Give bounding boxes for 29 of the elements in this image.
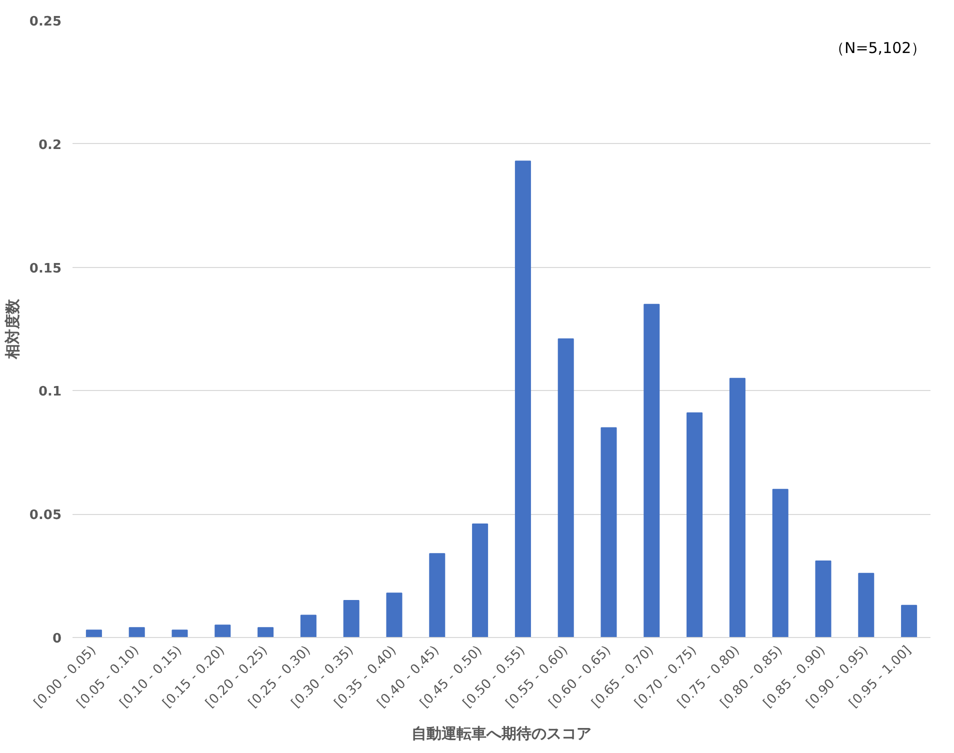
annotation: （N=5,102） xyxy=(829,39,926,58)
bar xyxy=(686,412,703,638)
bar xyxy=(343,600,360,638)
x-axis-title: 自動運転車へ期待のスコア xyxy=(412,724,592,742)
y-tick-label: 0.15 xyxy=(29,261,62,276)
bar xyxy=(600,427,617,638)
bar xyxy=(472,523,488,638)
bar xyxy=(558,338,574,638)
y-tick-label: 0.2 xyxy=(38,138,62,153)
bar xyxy=(772,488,788,638)
bar xyxy=(429,553,446,638)
y-tick-label: 0.1 xyxy=(38,384,62,400)
bar xyxy=(172,630,188,638)
bar xyxy=(128,627,145,638)
bar xyxy=(386,592,402,638)
bar xyxy=(86,630,102,638)
bar xyxy=(258,627,274,638)
bar xyxy=(514,160,531,638)
bar xyxy=(644,304,660,638)
y-tick-label: 0.05 xyxy=(29,508,62,524)
bar xyxy=(300,614,316,638)
bar xyxy=(901,604,918,638)
y-axis-title: 相対度数 xyxy=(3,298,22,360)
bar xyxy=(214,624,231,638)
bar xyxy=(858,572,874,638)
y-tick-label: 0 xyxy=(52,632,62,646)
y-tick-label: 0.25 xyxy=(29,14,62,30)
bar xyxy=(815,560,832,638)
bar xyxy=(729,378,746,638)
